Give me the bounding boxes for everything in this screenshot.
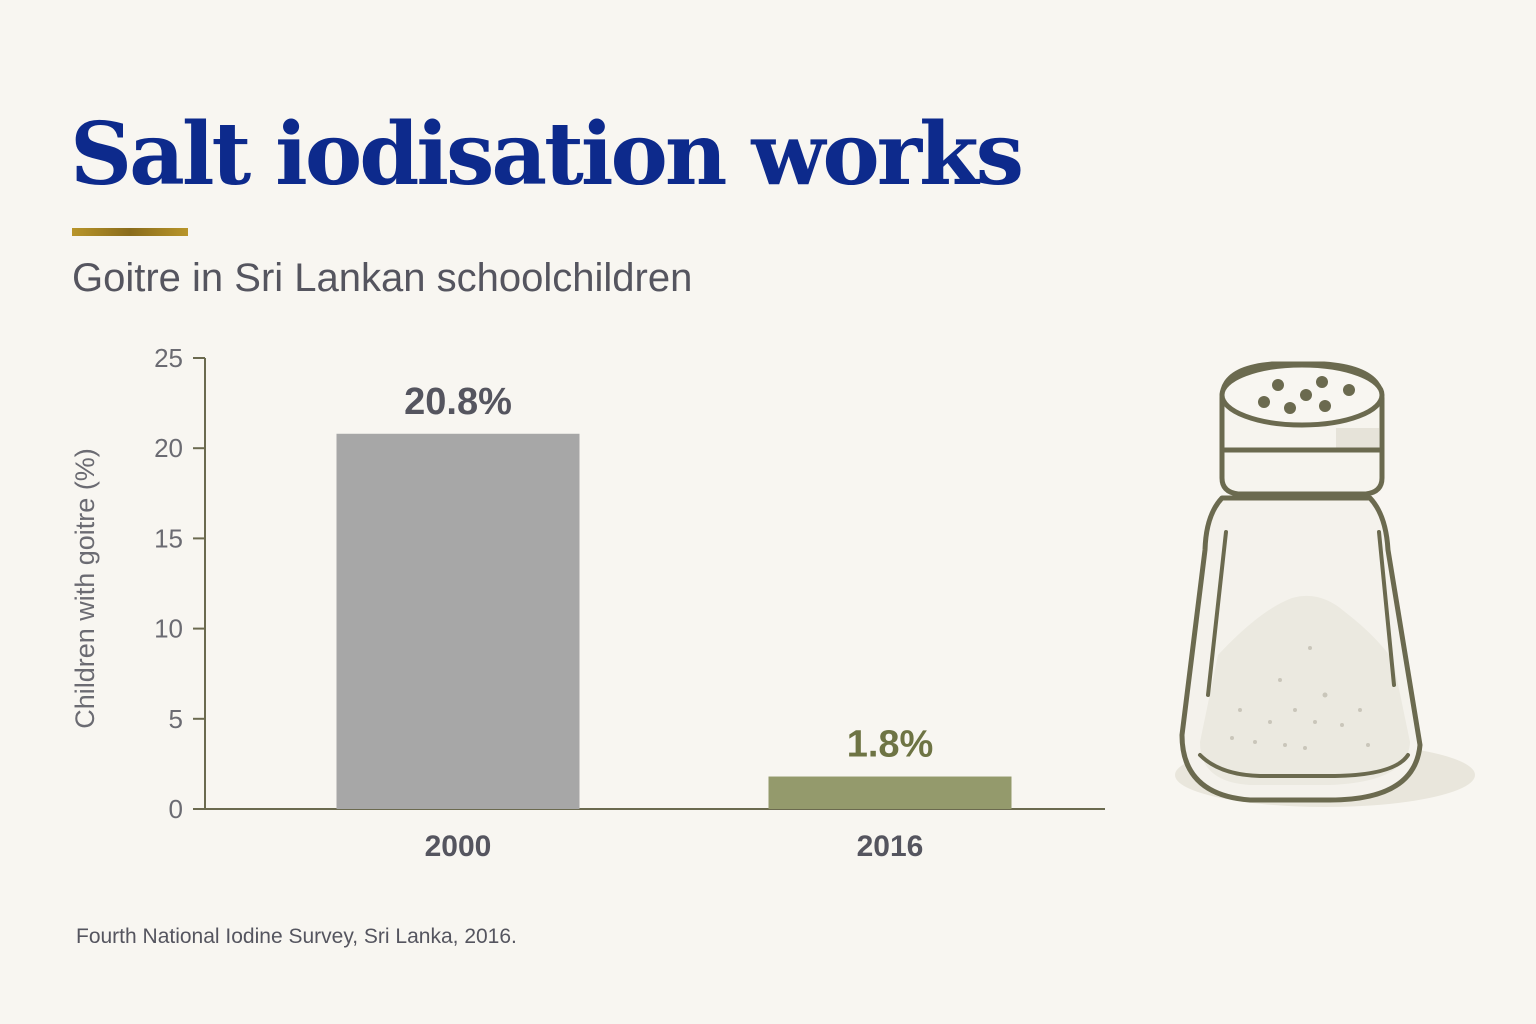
page-title: Salt iodisation works [70,104,1024,205]
shaker-salt-fill [1200,595,1410,785]
data-label-2016: 1.8% [847,724,934,766]
y-tick-label: 5 [169,704,183,734]
shaker-salt-grains [1230,646,1370,750]
shaker-left-highlight [1206,530,1228,697]
bar-2000 [336,433,580,809]
bar-2016 [768,776,1012,809]
bar-chart: 0 5 10 15 20 25 Children with goitre (%) 20.8% 2… [70,343,1105,863]
title-accent-rule [72,228,188,236]
source-note: Fourth National Iodine Survey, Sri Lanka… [76,925,517,948]
y-tick-label: 20 [154,433,183,463]
y-tick-label: 15 [154,523,183,553]
y-tick-label: 25 [154,343,183,373]
y-tick-label: 0 [169,794,183,824]
x-tick-label-2000: 2000 [425,830,492,863]
chart-subtitle: Goitre in Sri Lankan schoolchildren [72,256,693,300]
shaker-collar [1219,447,1385,497]
x-tick-label-2016: 2016 [857,830,924,863]
shaker-inner-contour [1198,753,1410,778]
salt-shaker-icon [1175,361,1475,807]
y-tick-label: 10 [154,614,183,644]
data-label-2000: 20.8% [404,381,512,423]
y-axis-label: Children with goitre (%) [70,448,100,729]
shaker-holes [1258,376,1355,414]
shaker-right-highlight [1377,530,1396,687]
shaker-cap-shade [1336,428,1379,450]
